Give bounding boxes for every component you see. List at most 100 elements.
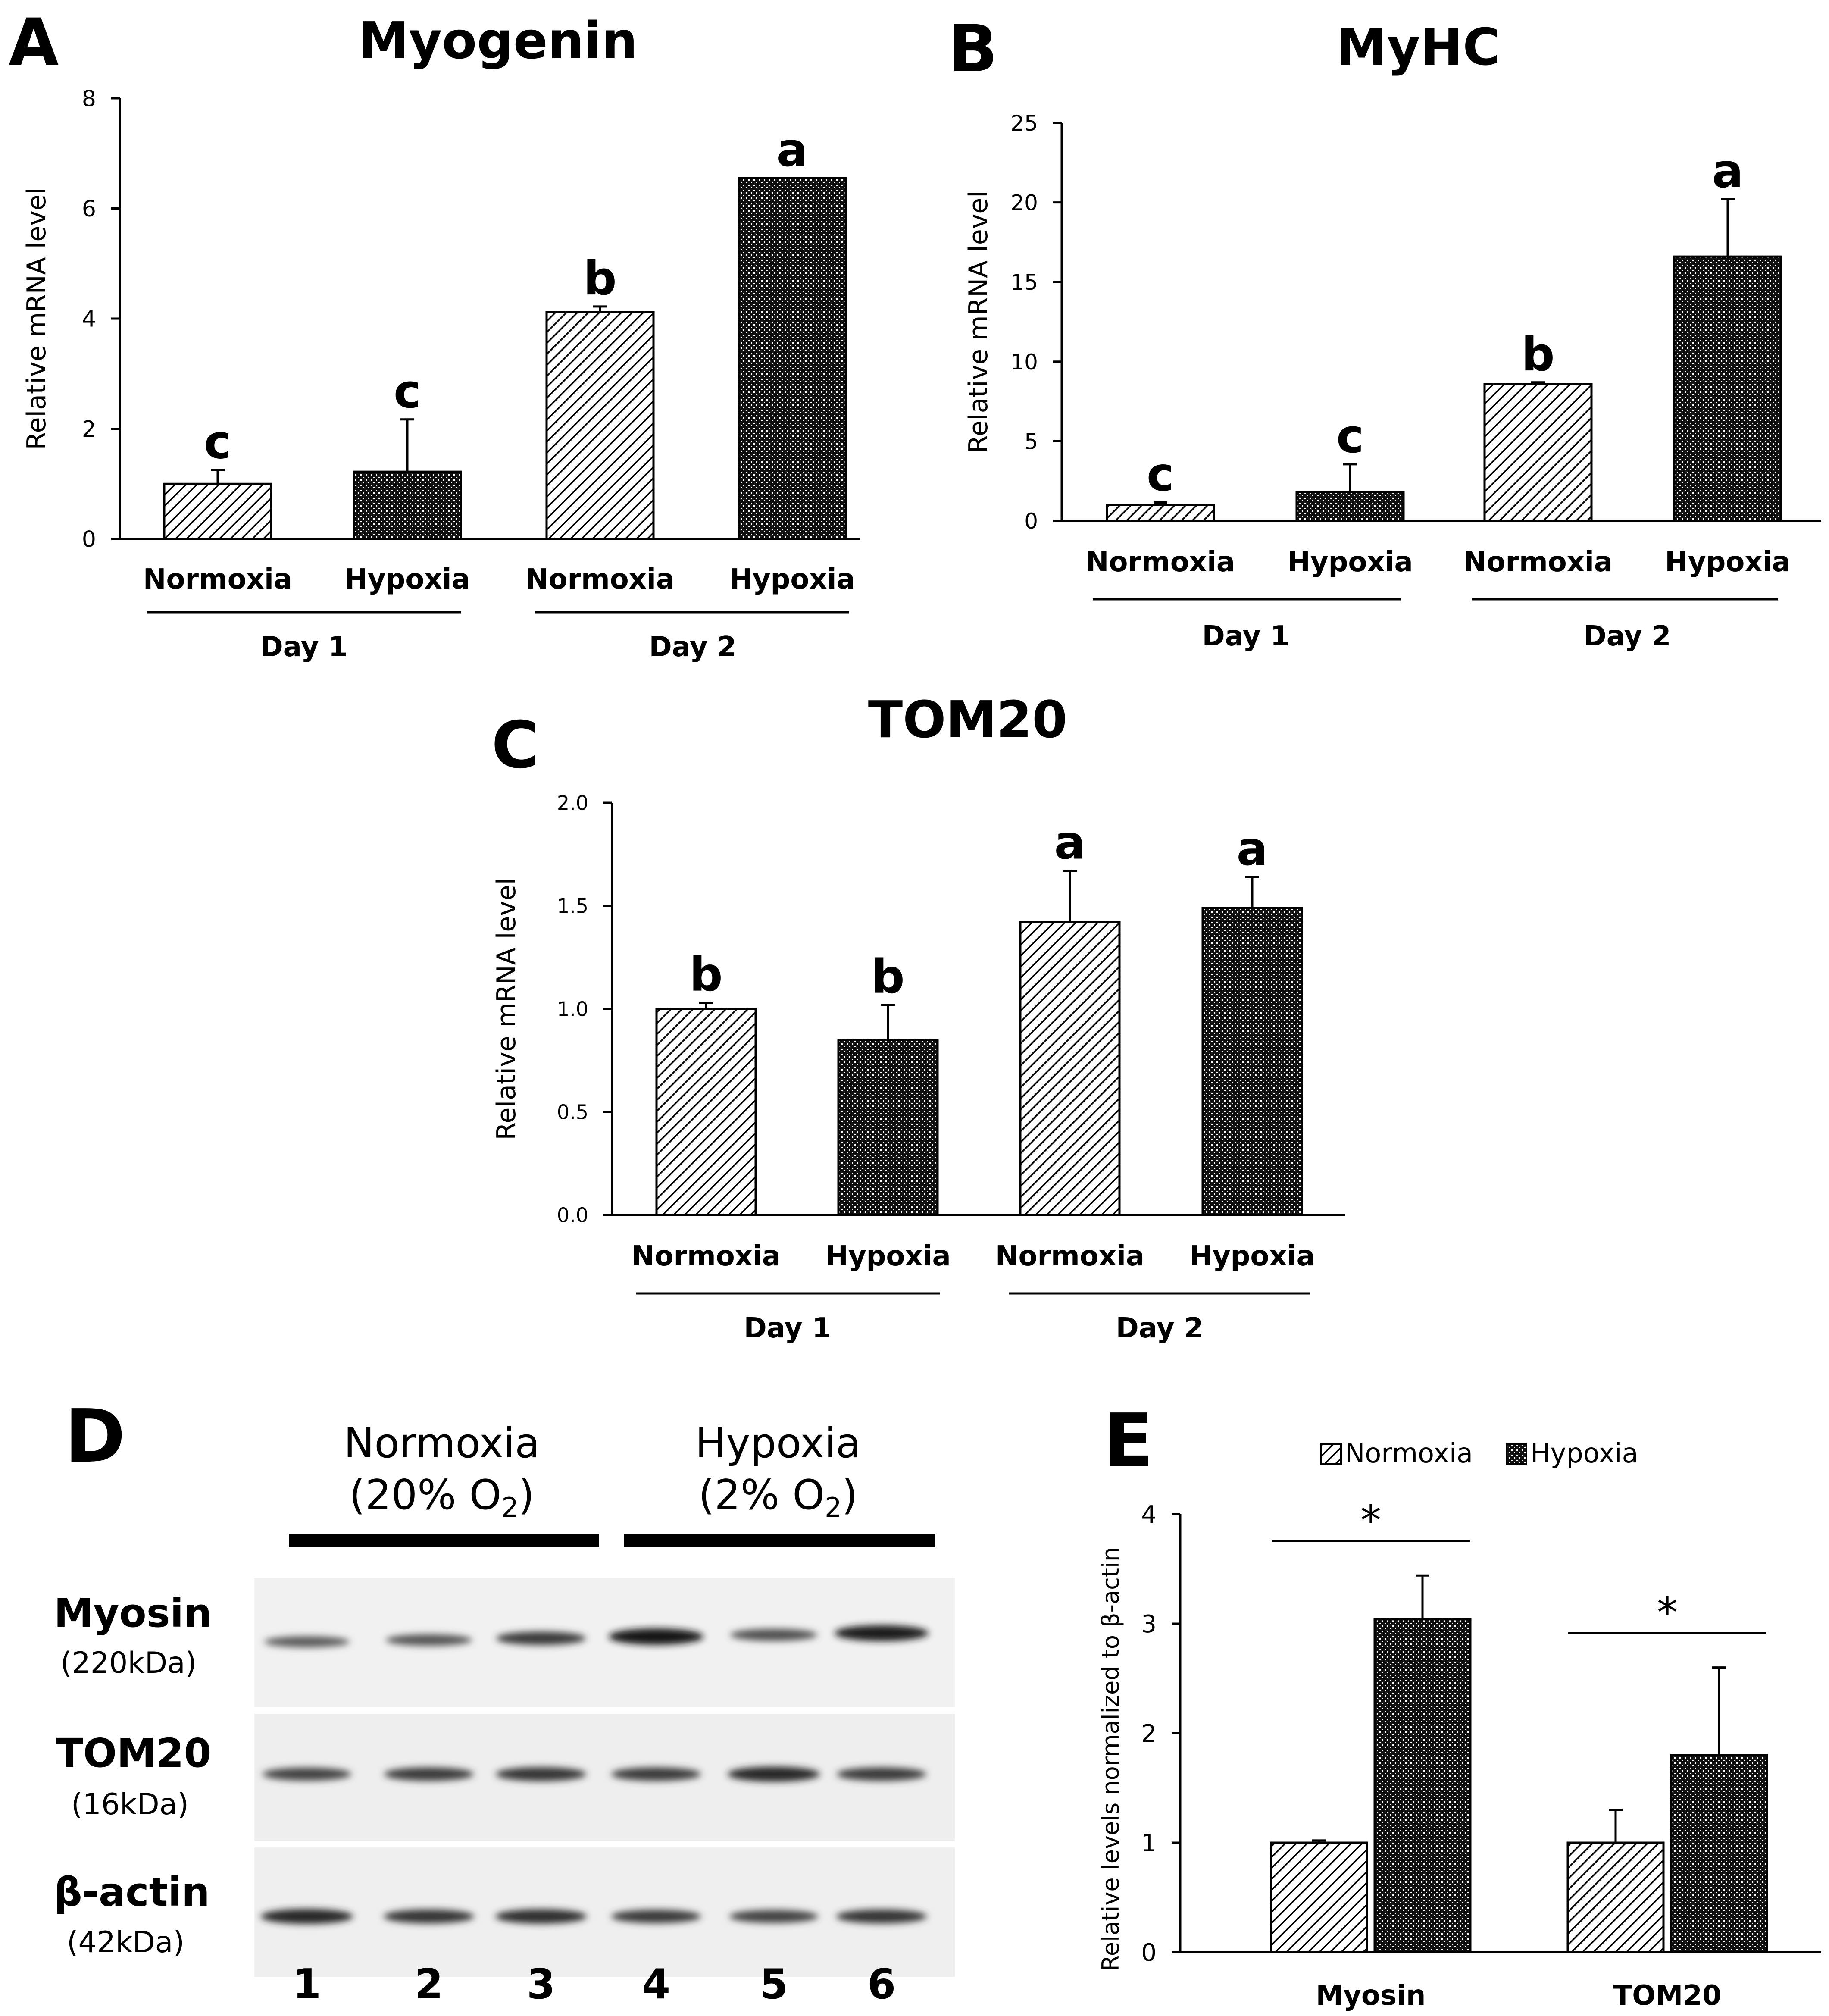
blot-bar-normoxia	[289, 1534, 599, 1547]
bar	[738, 177, 847, 540]
lane-number-5: 5	[760, 1961, 788, 2008]
significance-letter: c	[204, 415, 231, 469]
blot-band	[729, 1910, 818, 1923]
blot-band	[384, 1909, 474, 1924]
bar	[1670, 1754, 1768, 1953]
lane-number-2: 2	[415, 1961, 443, 2008]
bar	[1566, 1841, 1665, 1953]
group-label: Day 2	[1584, 620, 1671, 652]
blot-band	[728, 1766, 820, 1782]
chart-myhc: MyHC 0 5 10 15 20 25 Relative mRNA level c Normox…	[963, 17, 1821, 652]
significance-letter: a	[777, 123, 808, 177]
significance-letter: a	[1237, 822, 1268, 876]
lane-number-4: 4	[642, 1961, 670, 2008]
y-tick-label: 0.5	[557, 1101, 588, 1124]
blot-size-myosin: (220kDa)	[60, 1646, 197, 1680]
significance-star: *	[1657, 1589, 1678, 1637]
bar	[655, 1008, 757, 1216]
category-label: Hypoxia	[729, 563, 855, 595]
category-label: Normoxia	[143, 563, 292, 595]
blot-band	[384, 1767, 474, 1781]
blot-band	[836, 1909, 927, 1924]
bar	[1483, 382, 1593, 522]
category-label: Normoxia	[1463, 546, 1613, 578]
western-blot: Normoxia (20% O2) Hypoxia (2% O2) Myosin…	[54, 1420, 955, 2008]
panel-letter-d: D	[65, 1394, 125, 1479]
panel-letter-e: E	[1104, 1398, 1154, 1484]
blot-band	[386, 1634, 472, 1646]
legend-label-normoxia: Normoxia	[1345, 1437, 1473, 1469]
category-label: Normoxia	[525, 563, 675, 595]
category-label: Hypoxia	[1665, 546, 1790, 578]
category-label: Hypoxia	[344, 563, 470, 595]
significance-letter: b	[1521, 328, 1554, 382]
category-label: Myosin	[1316, 1980, 1426, 2012]
y-axis-label-a: Relative mRNA level	[22, 188, 52, 450]
legend-swatch-hypoxia	[1506, 1443, 1527, 1465]
panel-letter-c: C	[491, 708, 539, 783]
chart-protein-levels: 0 1 2 3 4 Relative levels normalized to β-act…	[1097, 1437, 1821, 2012]
blot-strip-bactin	[254, 1847, 955, 1977]
y-tick-label: 15	[1010, 270, 1038, 295]
y-tick-label: 20	[1010, 191, 1038, 216]
blot-strip-tom20	[254, 1714, 955, 1841]
y-tick-label: 1	[1141, 1829, 1157, 1857]
significance-letter: a	[1712, 144, 1744, 198]
y-tick-label: 0	[82, 527, 96, 553]
blot-label-bactin: β-actin	[54, 1869, 210, 1915]
group-label: Day 2	[649, 631, 737, 663]
category-label: Hypoxia	[1189, 1240, 1315, 1272]
bar	[545, 311, 655, 540]
group-label: Day 1	[744, 1312, 832, 1344]
category-label: Normoxia	[632, 1240, 781, 1272]
blot-header-hypoxia-condition: (2% O2)	[698, 1471, 857, 1523]
y-tick-label: 2	[1141, 1720, 1157, 1748]
y-tick-label: 0	[1141, 1939, 1157, 1967]
blot-bar-hypoxia	[624, 1534, 935, 1547]
blot-header-normoxia-condition: (20% O2)	[349, 1471, 535, 1523]
blot-band	[609, 1628, 703, 1645]
y-axis-label-b: Relative mRNA level	[963, 191, 994, 453]
bar	[1373, 1618, 1472, 1953]
bar	[837, 1039, 939, 1216]
significance-letter: c	[394, 365, 421, 419]
blot-band	[264, 1636, 350, 1647]
blot-band	[263, 1767, 351, 1781]
bar	[163, 482, 272, 540]
blot-size-bactin: (42kDa)	[67, 1925, 184, 1960]
y-tick-label: 3	[1141, 1610, 1157, 1638]
blot-band	[496, 1631, 586, 1645]
bar	[1019, 921, 1121, 1216]
significance-star: *	[1360, 1496, 1381, 1545]
significance-letter: b	[689, 948, 722, 1002]
blot-label-myosin: Myosin	[54, 1590, 212, 1636]
lane-number-1: 1	[293, 1961, 321, 2008]
category-label: Normoxia	[995, 1240, 1144, 1272]
significance-letter: a	[1054, 816, 1086, 870]
blot-band	[496, 1767, 586, 1781]
blot-band	[611, 1767, 701, 1781]
y-tick-label: 4	[1141, 1501, 1157, 1529]
panel-letter-a: A	[9, 5, 59, 80]
chart-title-b: MyHC	[1336, 17, 1500, 77]
significance-letter: c	[1147, 448, 1174, 502]
blot-band	[611, 1910, 701, 1923]
blot-header-normoxia: Normoxia	[344, 1420, 540, 1467]
chart-myogenin: Myogenin 0 2 4 6 8 Relative mRNA level c Normoxi…	[22, 11, 860, 663]
chart-title-a: Myogenin	[358, 11, 638, 70]
blot-band	[495, 1909, 587, 1924]
y-tick-label: 2.0	[557, 792, 588, 815]
blot-header-hypoxia: Hypoxia	[695, 1420, 861, 1467]
significance-letter: b	[871, 950, 904, 1004]
bar	[1201, 907, 1303, 1216]
bar	[353, 470, 462, 540]
significance-letter: c	[1336, 410, 1364, 463]
y-tick-label: 5	[1024, 429, 1038, 454]
category-label: Hypoxia	[825, 1240, 950, 1272]
y-axis-label-e: Relative levels normalized to β-actin	[1097, 1547, 1124, 1971]
y-tick-label: 10	[1010, 350, 1038, 375]
y-tick-label: 1.5	[557, 895, 588, 918]
y-tick-label: 0	[1024, 509, 1038, 534]
bar	[1295, 491, 1405, 522]
